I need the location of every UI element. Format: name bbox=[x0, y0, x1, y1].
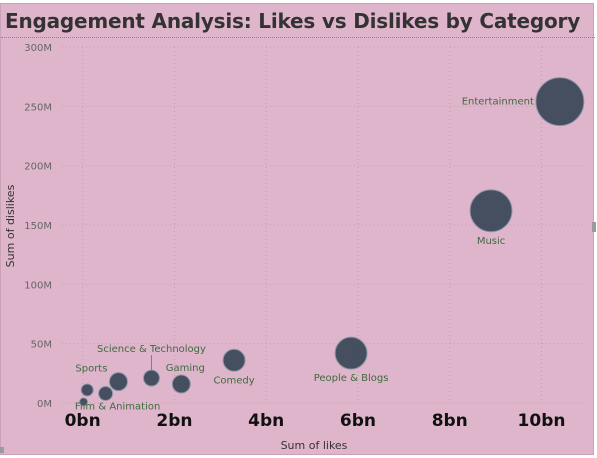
label-film-and-animation: Film & Animation bbox=[75, 402, 160, 413]
x-axis-ticks: 0bn 2bn 4bn 6bn 8bn 10bn bbox=[65, 411, 566, 431]
bubble-people-and-blogs[interactable] bbox=[334, 336, 368, 370]
x-tick-label: 4bn bbox=[248, 411, 284, 431]
y-tick-label: 300M bbox=[24, 43, 52, 54]
label-science-and-technology: Science & Technology bbox=[97, 344, 206, 355]
chart-title: Engagement Analysis: Likes vs Dislikes b… bbox=[5, 9, 581, 33]
resize-handle-right[interactable] bbox=[592, 222, 596, 232]
x-tick-label: 10bn bbox=[518, 411, 566, 431]
label-entertainment: Entertainment bbox=[462, 97, 534, 108]
title-divider bbox=[1, 37, 595, 38]
x-tick-label: 8bn bbox=[432, 411, 468, 431]
x-tick-label: 6bn bbox=[340, 411, 376, 431]
label-comedy: Comedy bbox=[213, 375, 254, 386]
resize-handle-left[interactable] bbox=[0, 447, 4, 453]
y-tick-label: 100M bbox=[24, 280, 52, 291]
y-axis-ticks: 0M 50M 100M 150M 200M 250M 300M bbox=[24, 43, 52, 410]
gridlines bbox=[62, 46, 584, 404]
y-tick-label: 250M bbox=[24, 102, 52, 113]
y-tick-label: 200M bbox=[24, 162, 52, 173]
bubble-entertainment[interactable] bbox=[535, 77, 585, 127]
bubble-film-and-animation[interactable] bbox=[98, 386, 114, 402]
bubble-unlabeled-9[interactable] bbox=[79, 397, 89, 407]
label-gaming: Gaming bbox=[166, 363, 205, 374]
y-axis-title: Sum of dislikes bbox=[4, 184, 17, 267]
bubble-comedy[interactable] bbox=[222, 348, 246, 372]
y-tick-label: 150M bbox=[24, 221, 52, 232]
bubble-science-and-technology[interactable] bbox=[142, 369, 160, 387]
x-tick-label: 2bn bbox=[156, 411, 192, 431]
bubbles[interactable] bbox=[79, 77, 585, 407]
label-sports: Sports bbox=[75, 364, 107, 375]
label-people-and-blogs: People & Blogs bbox=[314, 373, 389, 384]
bubble-unlabeled-8[interactable] bbox=[80, 383, 94, 397]
y-tick-label: 50M bbox=[31, 340, 52, 351]
bubble-music[interactable] bbox=[469, 189, 513, 233]
x-tick-label: 0bn bbox=[65, 411, 101, 431]
y-tick-label: 0M bbox=[37, 399, 52, 410]
label-music: Music bbox=[477, 236, 505, 247]
bubble-gaming[interactable] bbox=[171, 374, 191, 394]
x-axis-title: Sum of likes bbox=[281, 439, 348, 452]
point-labels: Entertainment Music People & Blogs Comedy Ga… bbox=[75, 97, 534, 413]
visual-panel[interactable]: Engagement Analysis: Likes vs Dislikes b… bbox=[0, 3, 595, 455]
bubble-sports[interactable] bbox=[108, 372, 128, 392]
